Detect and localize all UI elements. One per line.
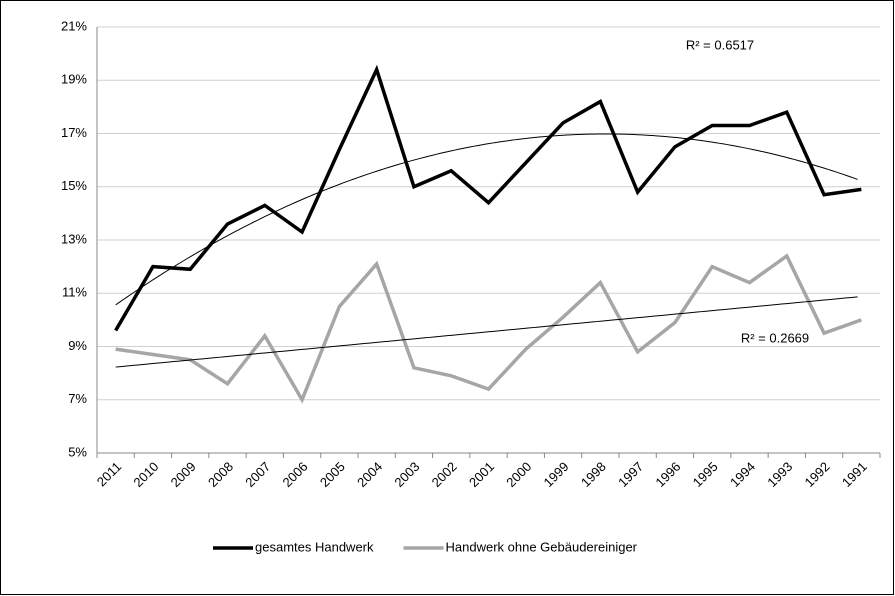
trendline <box>115 133 858 306</box>
trendline <box>115 296 858 368</box>
series-line <box>114 64 862 332</box>
annotation: R² = 0.2669 <box>741 330 809 345</box>
y-tick-label: 7% <box>68 391 87 406</box>
y-tick-label: 13% <box>61 231 87 246</box>
y-tick-label: 9% <box>68 338 87 353</box>
y-tick-label: 5% <box>68 444 87 459</box>
y-tick-label: 15% <box>61 178 87 193</box>
y-tick-label: 17% <box>61 125 87 140</box>
legend-label: gesamtes Handwerk <box>255 539 374 554</box>
y-tick-label: 19% <box>61 72 87 87</box>
legend-label: Handwerk ohne Gebäudereiniger <box>446 539 638 554</box>
series-line <box>115 253 862 404</box>
annotation: R² = 0.6517 <box>686 37 754 52</box>
y-tick-label: 11% <box>62 285 87 300</box>
y-tick-label: 21% <box>61 18 87 33</box>
